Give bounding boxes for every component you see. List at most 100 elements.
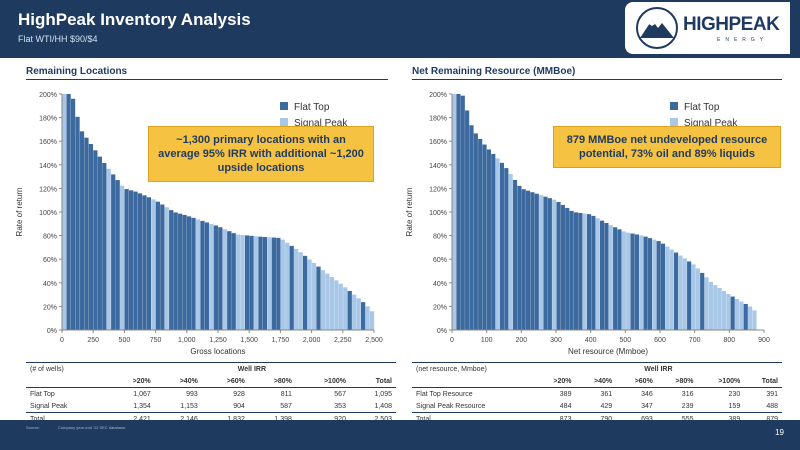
chart-bar	[244, 235, 250, 330]
row-label: Signal Peak Resource	[416, 402, 486, 410]
chart-bar	[267, 237, 272, 330]
source-label: Source:	[26, 425, 40, 430]
y-tick-label: 60%	[433, 257, 447, 264]
resource-table: (net resource, Mmboe) Well IRR >20% >40%…	[412, 362, 782, 426]
chart-bar	[573, 212, 579, 330]
chart-bar	[469, 125, 474, 330]
chart-bar	[369, 311, 375, 330]
chart-bar	[352, 294, 357, 330]
x-tick-label: 2,000	[303, 337, 321, 344]
y-tick-label: 200%	[429, 92, 447, 99]
y-tick-label: 0%	[47, 328, 57, 335]
chart-bar	[565, 207, 570, 330]
table-cell: 811	[280, 390, 292, 398]
chart-bar	[630, 233, 635, 330]
chart-bar	[517, 185, 522, 330]
net-resource-chart: 0% 20% 40% 60% 80% 100% 120% 140% 160% 180% 200% 0 1…	[398, 82, 788, 360]
logo-wordmark: HIGHPEAK	[683, 14, 780, 35]
x-tick-label: 500	[619, 337, 631, 344]
y-tick-label: 200%	[39, 92, 57, 99]
chart-bar	[465, 110, 470, 330]
chart-bar	[600, 220, 605, 330]
x-tick-label: 700	[689, 337, 701, 344]
y-tick-label: 180%	[429, 116, 447, 123]
chart-bar	[634, 234, 639, 330]
x-tick-label: 400	[585, 337, 597, 344]
chart-bar	[665, 246, 670, 330]
legend-label: Signal Peak	[684, 118, 738, 129]
chart-bar	[534, 193, 539, 330]
table-cell: 361	[600, 390, 613, 398]
table-header: >80%	[248, 375, 296, 388]
y-tick-label: 100%	[39, 210, 57, 217]
chart-bar	[708, 281, 713, 330]
chart-bar	[491, 153, 496, 330]
chart-bar	[482, 144, 487, 330]
chart-bar	[249, 235, 254, 330]
chart-bar	[739, 301, 744, 330]
table-cell: 993	[186, 390, 198, 398]
table-header: >100%	[697, 375, 745, 388]
chart-bar	[621, 231, 626, 330]
chart-bar	[734, 299, 740, 330]
chart-bar	[280, 239, 285, 330]
table-cell: 484	[559, 402, 572, 410]
chart-bar	[365, 306, 370, 330]
chart-bar	[721, 291, 727, 330]
header-bar: HighPeak Inventory Analysis Flat WTI/HH …	[0, 0, 800, 58]
chart-bar	[530, 192, 535, 330]
chart-bar	[298, 252, 303, 330]
chart-bar	[276, 237, 281, 330]
y-tick-label: 80%	[433, 234, 447, 241]
table-cell: 1,067	[133, 390, 151, 398]
table-cell: 230	[728, 390, 741, 398]
chart-bar	[75, 116, 80, 330]
table-cell: 1,153	[180, 402, 198, 410]
chart-bar	[647, 238, 653, 330]
y-tick-label: 140%	[429, 163, 447, 170]
chart-bar	[452, 94, 457, 330]
x-tick-label: 250	[87, 337, 99, 344]
chart-bar	[499, 162, 505, 330]
left-callout: ~1,300 primary locations with an average…	[148, 126, 374, 182]
table-group-header: Well IRR	[534, 362, 782, 375]
chart-bar	[142, 195, 147, 330]
chart-bar	[120, 185, 125, 330]
legend-label: Flat Top	[684, 102, 720, 113]
chart-bar	[182, 214, 187, 330]
x-tick-label: 1,750	[272, 337, 290, 344]
chart-bar	[271, 237, 276, 330]
y-axis-title: Rate of return	[15, 188, 24, 237]
chart-bar	[713, 285, 718, 330]
remaining-locations-chart: 0% 20% 40% 60% 80% 100% 120% 140% 160% 180% 200% 0 2…	[8, 82, 398, 360]
row-label: Flat Top	[30, 390, 55, 398]
chart-bar	[608, 225, 613, 330]
chart-bar	[504, 168, 509, 330]
chart-bar	[543, 196, 548, 330]
chart-bar	[626, 232, 631, 330]
y-tick-label: 20%	[43, 304, 57, 311]
chart-bar	[704, 277, 709, 330]
table-header: >20%	[107, 375, 155, 388]
x-tick-label: 2,500	[365, 337, 383, 344]
chart-bar	[617, 229, 622, 330]
table-cell: 316	[681, 390, 694, 398]
chart-bar	[669, 249, 674, 330]
x-tick-label: 100	[481, 337, 493, 344]
chart-bar	[329, 276, 335, 330]
table-header: Total	[744, 375, 782, 388]
y-axis-title: Rate of return	[405, 188, 414, 237]
chart-bar	[285, 242, 290, 330]
y-tick-label: 40%	[433, 281, 447, 288]
chart-bar	[236, 234, 241, 330]
chart-bar	[204, 222, 210, 330]
chart-bar	[128, 190, 134, 330]
table-group-header: Well IRR	[107, 362, 396, 375]
chart-bar	[687, 261, 692, 330]
chart-bar	[674, 252, 679, 330]
chart-bar	[595, 218, 600, 330]
chart-bar	[227, 231, 232, 330]
chart-bar	[691, 264, 696, 330]
chart-bar	[334, 280, 339, 330]
chart-bar	[700, 272, 705, 330]
